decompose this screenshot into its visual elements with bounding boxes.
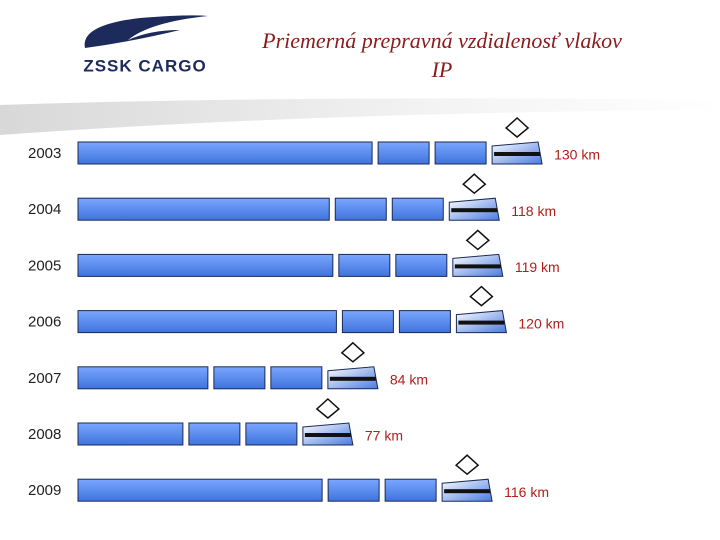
locomotive-stripe	[329, 376, 376, 381]
train-bar	[77, 116, 543, 165]
value-label: 120 km	[518, 315, 564, 331]
chart-title: Priemerná prepravná vzdialenosť vlakov I…	[262, 28, 622, 82]
wagon	[334, 197, 387, 221]
value-label: 116 km	[504, 484, 549, 500]
locomotive-stripe	[494, 152, 541, 156]
category-label: 2009	[28, 482, 61, 499]
locomotive-stripe	[451, 208, 498, 213]
wagon	[77, 478, 323, 502]
category-label: 2008	[28, 426, 61, 443]
train-bar	[77, 229, 504, 277]
category-label: 2006	[28, 314, 61, 331]
value-label: 77 km	[365, 428, 403, 444]
pantograph	[469, 285, 494, 307]
train-bar	[77, 454, 493, 502]
locomotive-stripe	[458, 320, 505, 325]
category-label: 2005	[28, 257, 61, 274]
wagon	[77, 197, 330, 221]
value-label: 130 km	[554, 147, 600, 163]
category-label: 2004	[28, 201, 61, 218]
wagon	[77, 141, 373, 165]
background-swoosh	[0, 98, 720, 135]
pantograph	[340, 341, 366, 363]
wagon	[77, 366, 209, 390]
wagon	[213, 366, 266, 390]
wagon	[338, 253, 391, 277]
pantograph	[465, 229, 490, 251]
wagon	[188, 422, 241, 446]
wagon	[434, 141, 487, 165]
wagon	[327, 478, 380, 502]
locomotive-stripe	[454, 264, 501, 269]
wagon	[77, 422, 184, 446]
value-label: 118 km	[511, 203, 556, 219]
value-label: 84 km	[390, 372, 428, 388]
train-bar	[77, 397, 354, 446]
locomotive-stripe	[304, 433, 351, 437]
pantograph	[454, 454, 480, 476]
logo-text: ZSSK CARGO	[83, 56, 206, 75]
pantograph	[462, 173, 487, 195]
wagon	[395, 253, 448, 277]
value-label: 119 km	[515, 259, 560, 275]
wagon	[398, 310, 451, 334]
pantograph	[315, 397, 341, 419]
wagon	[245, 422, 298, 446]
category-label: 2003	[28, 145, 61, 162]
logo: ZSSK CARGO	[83, 15, 208, 75]
wagon	[341, 310, 394, 334]
pantograph	[504, 116, 530, 138]
train-bar	[77, 285, 507, 334]
wagon	[77, 253, 334, 277]
wagon	[384, 478, 437, 502]
wagon	[377, 141, 430, 165]
wagon	[270, 366, 323, 390]
logo-swoosh	[84, 15, 208, 49]
wagon	[77, 310, 337, 334]
category-label: 2007	[28, 370, 61, 387]
wagon	[391, 197, 444, 221]
train-bar	[77, 173, 500, 221]
train-bar	[77, 341, 379, 390]
locomotive-stripe	[444, 489, 491, 494]
